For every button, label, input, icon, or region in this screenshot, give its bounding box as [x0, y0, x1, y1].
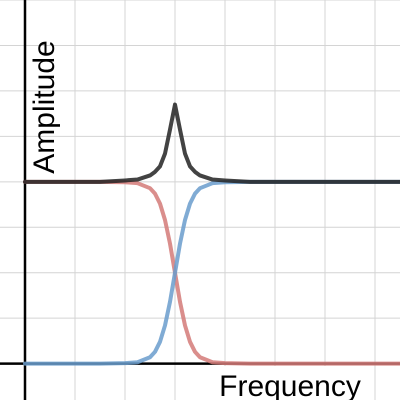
label-background — [208, 366, 372, 400]
series-line — [23, 102, 400, 184]
x-axis-title: Frequency — [219, 370, 361, 400]
series-line — [23, 179, 400, 366]
lines — [23, 102, 400, 366]
y-axis-title: Amplitude — [28, 40, 61, 173]
labels: Frequency Amplitude — [28, 40, 372, 400]
